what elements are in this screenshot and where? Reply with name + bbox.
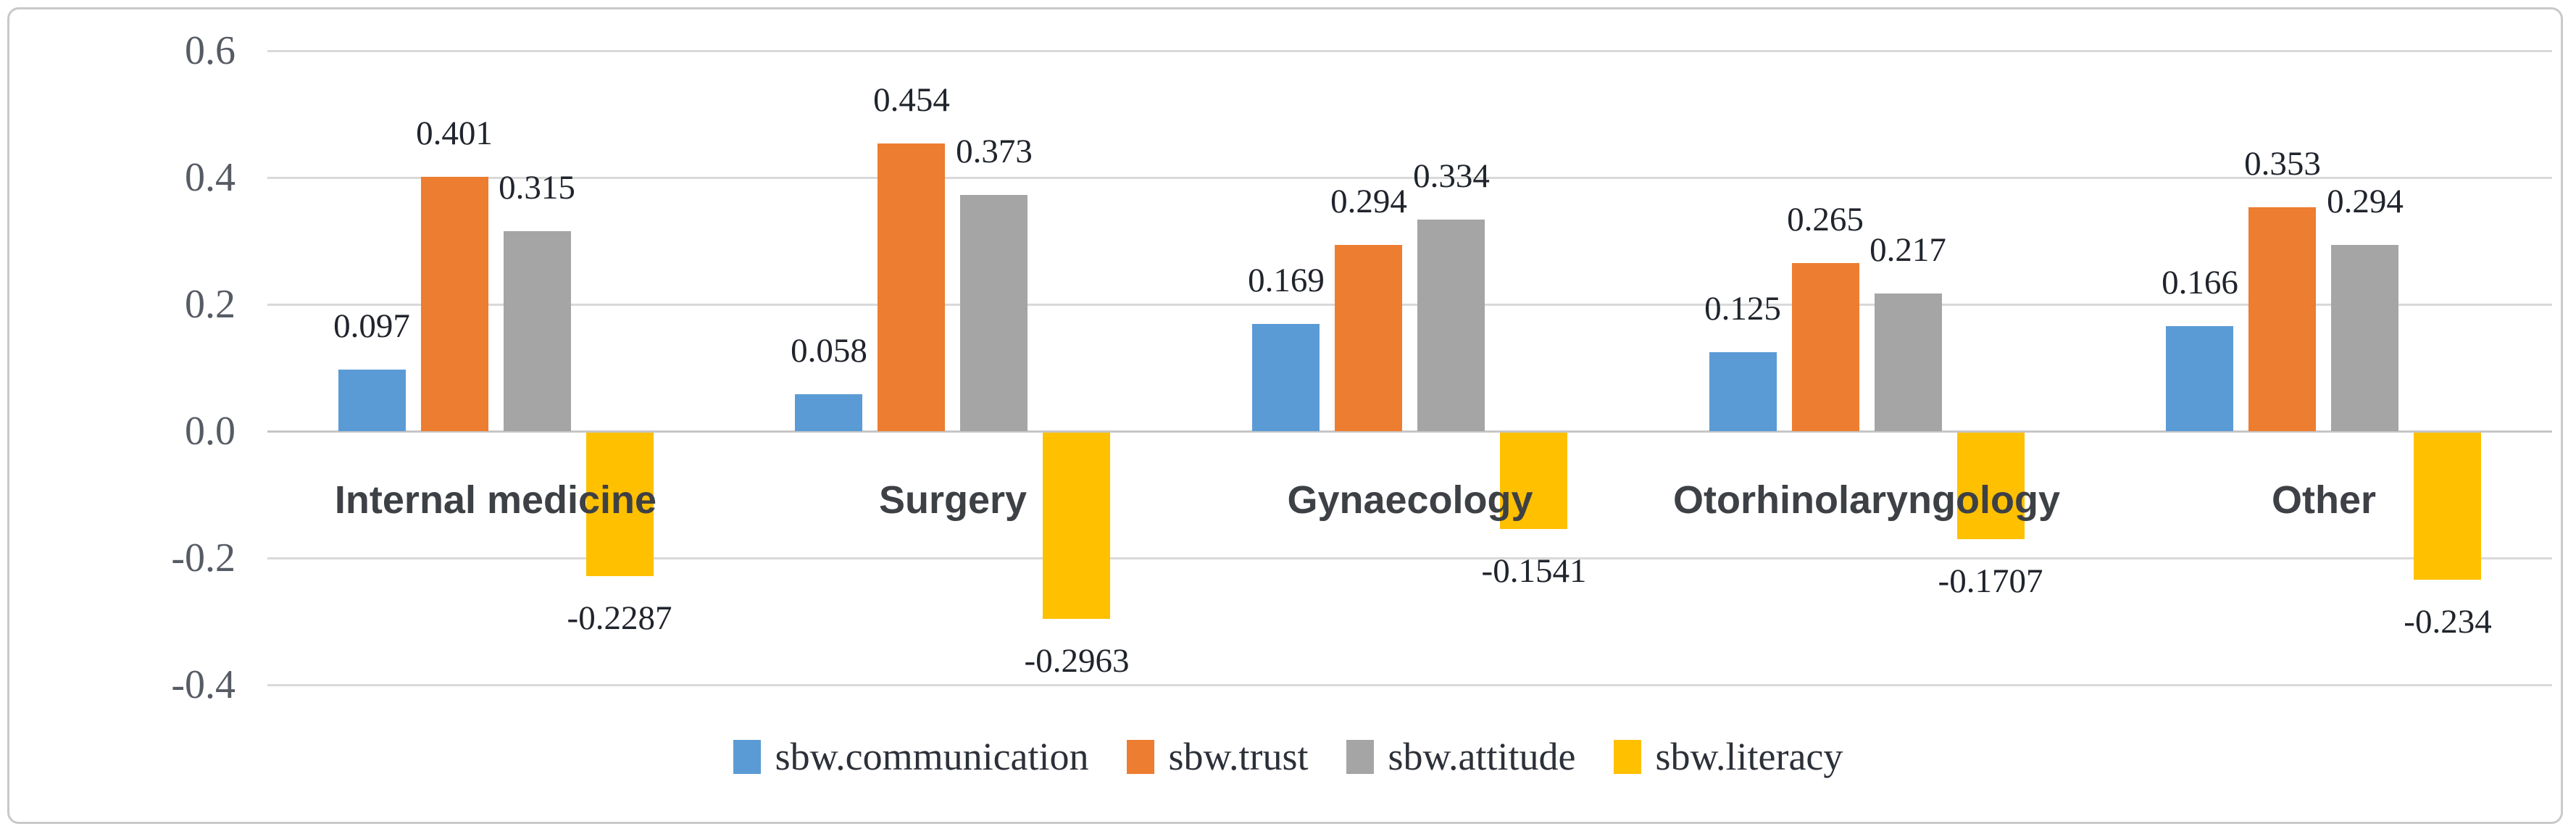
gridline (267, 430, 2552, 433)
value-label: -0.2963 (1024, 642, 1130, 680)
bar (2248, 207, 2316, 431)
bar (1500, 433, 1567, 529)
legend-marker (733, 739, 761, 774)
bar (338, 370, 406, 431)
bar (1417, 220, 1485, 431)
value-label: 0.217 (1870, 231, 1946, 269)
gridline (267, 684, 2552, 686)
legend-label: sbw.communication (775, 735, 1089, 778)
bar (1792, 263, 1859, 431)
value-label: 0.294 (2327, 183, 2404, 220)
gridline (267, 50, 2552, 52)
value-label: -0.2287 (567, 599, 672, 637)
category-label: Surgery (878, 478, 1028, 522)
value-label: -0.1707 (1938, 562, 2043, 600)
legend-item: sbw.literacy (1613, 735, 1843, 778)
bar (1957, 433, 2025, 539)
value-label: 0.097 (333, 307, 410, 345)
value-label: 0.166 (2162, 264, 2238, 301)
legend-item: sbw.attitude (1346, 736, 1576, 778)
bar (421, 177, 488, 431)
legend-marker (1346, 739, 1374, 774)
gridline (267, 304, 2552, 306)
legend-label: sbw.literacy (1655, 735, 1843, 778)
bar (1709, 352, 1777, 431)
value-label: 0.294 (1330, 183, 1407, 220)
bar (586, 433, 654, 576)
bar (1335, 245, 1402, 431)
category-label: Otorhinolaryngology (1673, 478, 2060, 522)
gridline (267, 177, 2552, 179)
legend-item: sbw.trust (1126, 735, 1309, 778)
value-label: 0.315 (499, 169, 575, 207)
legend: sbw.communication sbw.trust sbw.attitude sb… (0, 733, 2576, 780)
bar (960, 195, 1028, 431)
y-axis-tick-label: 0.6 (185, 28, 235, 73)
bar (2166, 326, 2233, 431)
value-label: 0.334 (1413, 157, 1490, 195)
bar (795, 394, 862, 431)
y-axis-tick-label: 0.2 (185, 282, 235, 327)
bar (2331, 245, 2398, 431)
legend-item: sbw.communication (733, 736, 1089, 778)
y-axis-tick-label: 0.4 (185, 155, 235, 200)
value-label: 0.169 (1248, 262, 1325, 299)
y-axis-tick-label: -0.4 (171, 662, 235, 707)
value-label: 0.058 (791, 332, 867, 370)
value-label: 0.454 (873, 81, 950, 119)
value-label: -0.1541 (1481, 552, 1587, 590)
gridline (267, 557, 2552, 559)
value-label: 0.353 (2244, 145, 2321, 183)
value-label: 0.265 (1787, 201, 1864, 238)
bar (1252, 324, 1320, 431)
category-label: Internal medicine (334, 478, 657, 522)
bar (1043, 433, 1110, 619)
category-label: Gynaecology (1287, 478, 1533, 522)
bar (1875, 293, 1942, 431)
category-label: Other (2271, 478, 2377, 522)
legend-label: sbw.attitude (1388, 735, 1576, 778)
value-label: 0.401 (416, 114, 493, 152)
legend-label: sbw.trust (1168, 735, 1309, 778)
legend-marker (1126, 739, 1154, 774)
value-label: 0.125 (1704, 290, 1781, 328)
bar (878, 143, 945, 431)
value-label: 0.373 (956, 133, 1033, 170)
y-axis-tick-label: 0.0 (185, 409, 235, 454)
bar (2414, 433, 2481, 580)
bar (504, 231, 571, 431)
legend-marker (1613, 739, 1641, 774)
value-label: -0.234 (2404, 603, 2492, 641)
y-axis-tick-label: -0.2 (171, 536, 235, 580)
